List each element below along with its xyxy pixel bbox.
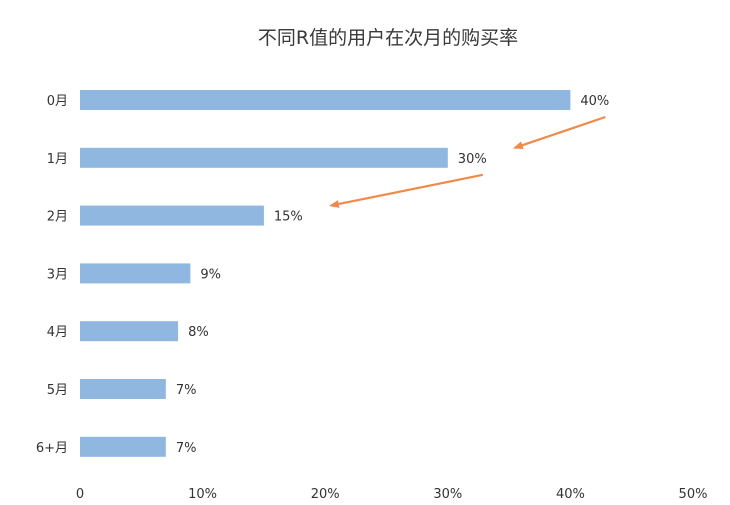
category-label-5: 5月 [47, 383, 68, 398]
category-labels: 0月 1月 2月 3月 4月 5月 6+月 [36, 94, 68, 456]
bar-6 [80, 436, 166, 457]
x-tick-label-3: 30% [433, 487, 462, 502]
category-label-3: 3月 [47, 267, 68, 282]
category-label-6: 6+月 [36, 441, 68, 456]
x-axis-ticks: 0 10% 20% 30% 40% 50% [76, 487, 708, 502]
bars-group [80, 90, 571, 457]
value-label-5: 7% [176, 383, 197, 398]
bar-1 [80, 147, 448, 168]
value-label-2: 15% [274, 210, 303, 225]
category-label-2: 2月 [47, 210, 68, 225]
x-tick-label-5: 50% [679, 487, 708, 502]
value-labels: 40% 30% 15% 9% 8% 7% 7% [176, 94, 609, 456]
value-label-1: 30% [458, 152, 487, 167]
x-tick-label-1: 10% [188, 487, 217, 502]
annotation-arrow-0 [512, 115, 606, 150]
bar-2 [80, 205, 264, 226]
bar-3 [80, 263, 191, 284]
category-label-1: 1月 [47, 152, 68, 167]
chart-title: 不同R值的用户在次月的购买率 [258, 27, 518, 49]
bar-5 [80, 379, 166, 399]
category-label-4: 4月 [47, 325, 68, 340]
value-label-4: 8% [188, 325, 209, 340]
value-label-0: 40% [580, 94, 609, 109]
value-label-3: 9% [200, 267, 221, 282]
bar-0 [80, 90, 571, 110]
annotation-arrows [328, 115, 606, 208]
annotation-arrow-1 [328, 173, 484, 208]
x-tick-label-4: 40% [556, 487, 585, 502]
bar-4 [80, 321, 179, 342]
x-tick-label-0: 0 [76, 487, 84, 502]
category-label-0: 0月 [47, 94, 68, 109]
x-tick-label-2: 20% [311, 487, 340, 502]
value-label-6: 7% [176, 441, 197, 456]
